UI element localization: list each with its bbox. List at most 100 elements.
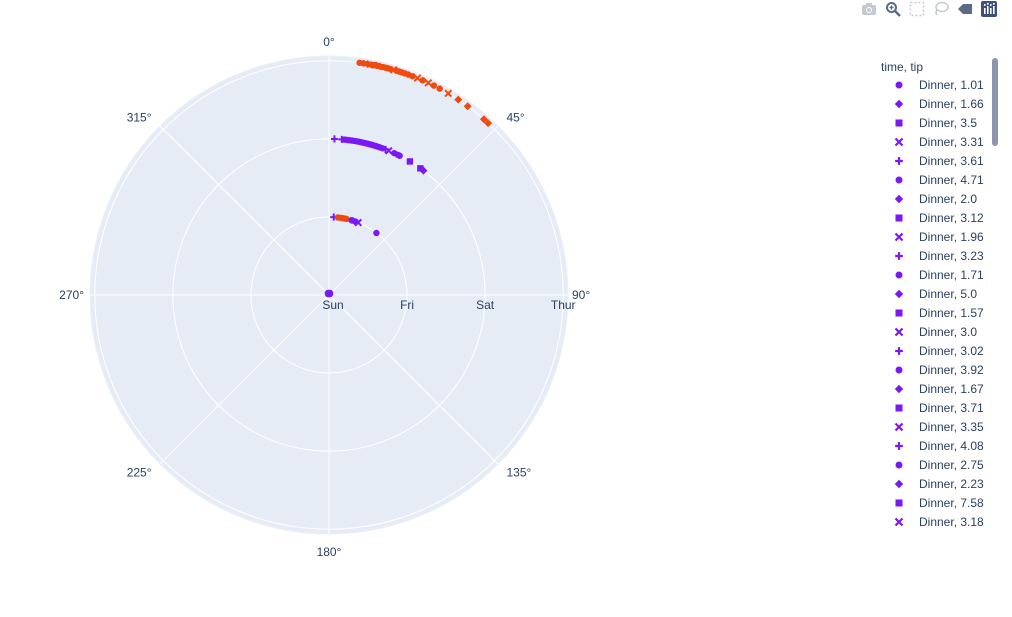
legend-item[interactable]: Dinner, 4.71 xyxy=(878,171,996,190)
legend-symbol-diamond xyxy=(894,289,904,299)
polar-chart[interactable]: 0° 45° 90° 135° 180° 225° 270° 315° Sun Fri Sat Thu… xyxy=(0,0,840,617)
data-point[interactable] xyxy=(454,95,463,104)
legend-symbol-x xyxy=(894,422,904,432)
data-point[interactable] xyxy=(326,290,334,298)
legend-label: Dinner, 3.92 xyxy=(919,363,984,377)
select-box-icon[interactable] xyxy=(908,0,926,18)
legend-label: Dinner, 3.12 xyxy=(919,211,984,225)
legend-item[interactable]: Dinner, 4.08 xyxy=(878,437,996,456)
legend-label: Dinner, 3.61 xyxy=(919,154,984,168)
legend-item[interactable]: Dinner, 3.02 xyxy=(878,342,996,361)
data-point[interactable] xyxy=(330,135,338,143)
legend-item[interactable]: Dinner, 3.92 xyxy=(878,361,996,380)
legend-item[interactable]: Dinner, 2.75 xyxy=(878,456,996,475)
data-point[interactable] xyxy=(419,77,426,84)
radial-tick-label: Sat xyxy=(476,298,495,312)
legend-scrollbar[interactable] xyxy=(992,58,998,146)
legend-title: time, tip xyxy=(881,60,924,74)
data-point[interactable] xyxy=(419,166,428,175)
legend-item[interactable]: Dinner, 1.71 xyxy=(878,266,996,285)
legend-symbol-square xyxy=(895,499,903,507)
legend-label: Dinner, 1.57 xyxy=(919,306,984,320)
data-point[interactable] xyxy=(484,119,493,128)
lasso-icon[interactable] xyxy=(932,0,950,18)
legend-label: Dinner, 3.23 xyxy=(919,249,984,263)
legend-item[interactable]: Dinner, 3.71 xyxy=(878,399,996,418)
data-point[interactable] xyxy=(354,218,363,227)
legend-symbol-cross xyxy=(895,252,903,260)
data-point[interactable] xyxy=(373,229,380,237)
legend-label: Dinner, 7.58 xyxy=(919,496,984,510)
legend-label: Dinner, 2.23 xyxy=(919,477,984,491)
legend-item[interactable]: Dinner, 1.67 xyxy=(878,380,996,399)
radial-tick-label: Sun xyxy=(322,298,343,312)
legend-label: Dinner, 4.08 xyxy=(919,439,984,453)
angular-tick-label: 0° xyxy=(323,35,335,49)
autoscale-icon[interactable] xyxy=(956,0,974,18)
legend-symbol-diamond xyxy=(894,384,904,394)
legend-item[interactable]: Dinner, 3.61 xyxy=(878,152,996,171)
data-point[interactable] xyxy=(417,165,424,172)
legend-label: Dinner, 3.18 xyxy=(919,515,984,529)
legend-label: Dinner, 1.67 xyxy=(919,382,984,396)
data-point[interactable] xyxy=(479,115,488,124)
legend-item[interactable]: Dinner, 3.35 xyxy=(878,418,996,437)
legend-item[interactable]: Dinner, 3.12 xyxy=(878,209,996,228)
legend-symbol-diamond xyxy=(894,479,904,489)
data-point[interactable] xyxy=(370,61,378,69)
legend-symbol-x xyxy=(894,517,904,527)
legend-item[interactable]: Dinner, 5.0 xyxy=(878,285,996,304)
legend-symbol-square xyxy=(895,214,903,222)
data-point[interactable] xyxy=(444,89,453,98)
legend-symbol-x xyxy=(894,232,904,242)
legend-symbol-circle xyxy=(895,176,903,184)
zoom-icon[interactable] xyxy=(884,0,902,18)
legend-item[interactable]: Dinner, 1.57 xyxy=(878,304,996,323)
camera-icon[interactable] xyxy=(860,0,878,18)
legend-item[interactable]: Dinner, 3.23 xyxy=(878,247,996,266)
legend-label: Dinner, 3.35 xyxy=(919,420,984,434)
angular-gridline xyxy=(159,294,330,465)
data-point[interactable] xyxy=(406,158,414,165)
legend-item[interactable]: Dinner, 3.5 xyxy=(878,114,996,133)
legend-label: Dinner, 4.71 xyxy=(919,173,984,187)
legend-symbol-square xyxy=(895,119,903,127)
modebar xyxy=(860,0,998,18)
data-point[interactable] xyxy=(463,102,472,111)
legend-item[interactable]: Dinner, 1.66 xyxy=(878,95,996,114)
legend-symbol-diamond xyxy=(894,194,904,204)
radial-tick-label: Fri xyxy=(400,298,414,312)
legend-symbol-circle xyxy=(895,366,903,374)
legend-item[interactable]: Dinner, 2.23 xyxy=(878,475,996,494)
legend-item[interactable]: Dinner, 1.01 xyxy=(878,76,996,95)
legend-item[interactable]: Dinner, 3.31 xyxy=(878,133,996,152)
data-point[interactable] xyxy=(430,82,438,89)
data-point[interactable] xyxy=(436,85,443,92)
legend-symbol-x xyxy=(894,327,904,337)
legend-symbol-cross xyxy=(895,442,903,450)
legend-item[interactable]: Dinner, 2.0 xyxy=(878,190,996,209)
legend-label: Dinner, 1.71 xyxy=(919,268,984,282)
legend-label: Dinner, 1.66 xyxy=(919,97,984,111)
angular-tick-label: 225° xyxy=(127,465,152,479)
legend-symbol-cross xyxy=(895,347,903,355)
data-point[interactable] xyxy=(424,78,433,87)
legend-symbol-square xyxy=(895,309,903,317)
legend-symbol-circle xyxy=(895,271,903,279)
legend-label: Dinner, 3.71 xyxy=(919,401,984,415)
legend-item[interactable]: Dinner, 1.96 xyxy=(878,228,996,247)
data-point[interactable] xyxy=(409,72,416,80)
data-point[interactable] xyxy=(384,146,393,155)
legend-symbol-circle xyxy=(895,81,903,89)
legend-item[interactable]: Dinner, 3.18 xyxy=(878,513,996,532)
data-point[interactable] xyxy=(396,152,403,159)
legend-label: Dinner, 3.02 xyxy=(919,344,984,358)
legend-item[interactable]: Dinner, 7.58 xyxy=(878,494,996,513)
angular-tick-label: 315° xyxy=(127,111,152,125)
angular-tick-label: 180° xyxy=(317,545,342,559)
legend-label: Dinner, 3.31 xyxy=(919,135,984,149)
legend-item[interactable]: Dinner, 3.0 xyxy=(878,323,996,342)
legend-label: Dinner, 5.0 xyxy=(919,287,978,301)
data-point[interactable] xyxy=(343,215,350,223)
plotly-logo-icon[interactable] xyxy=(980,0,998,18)
